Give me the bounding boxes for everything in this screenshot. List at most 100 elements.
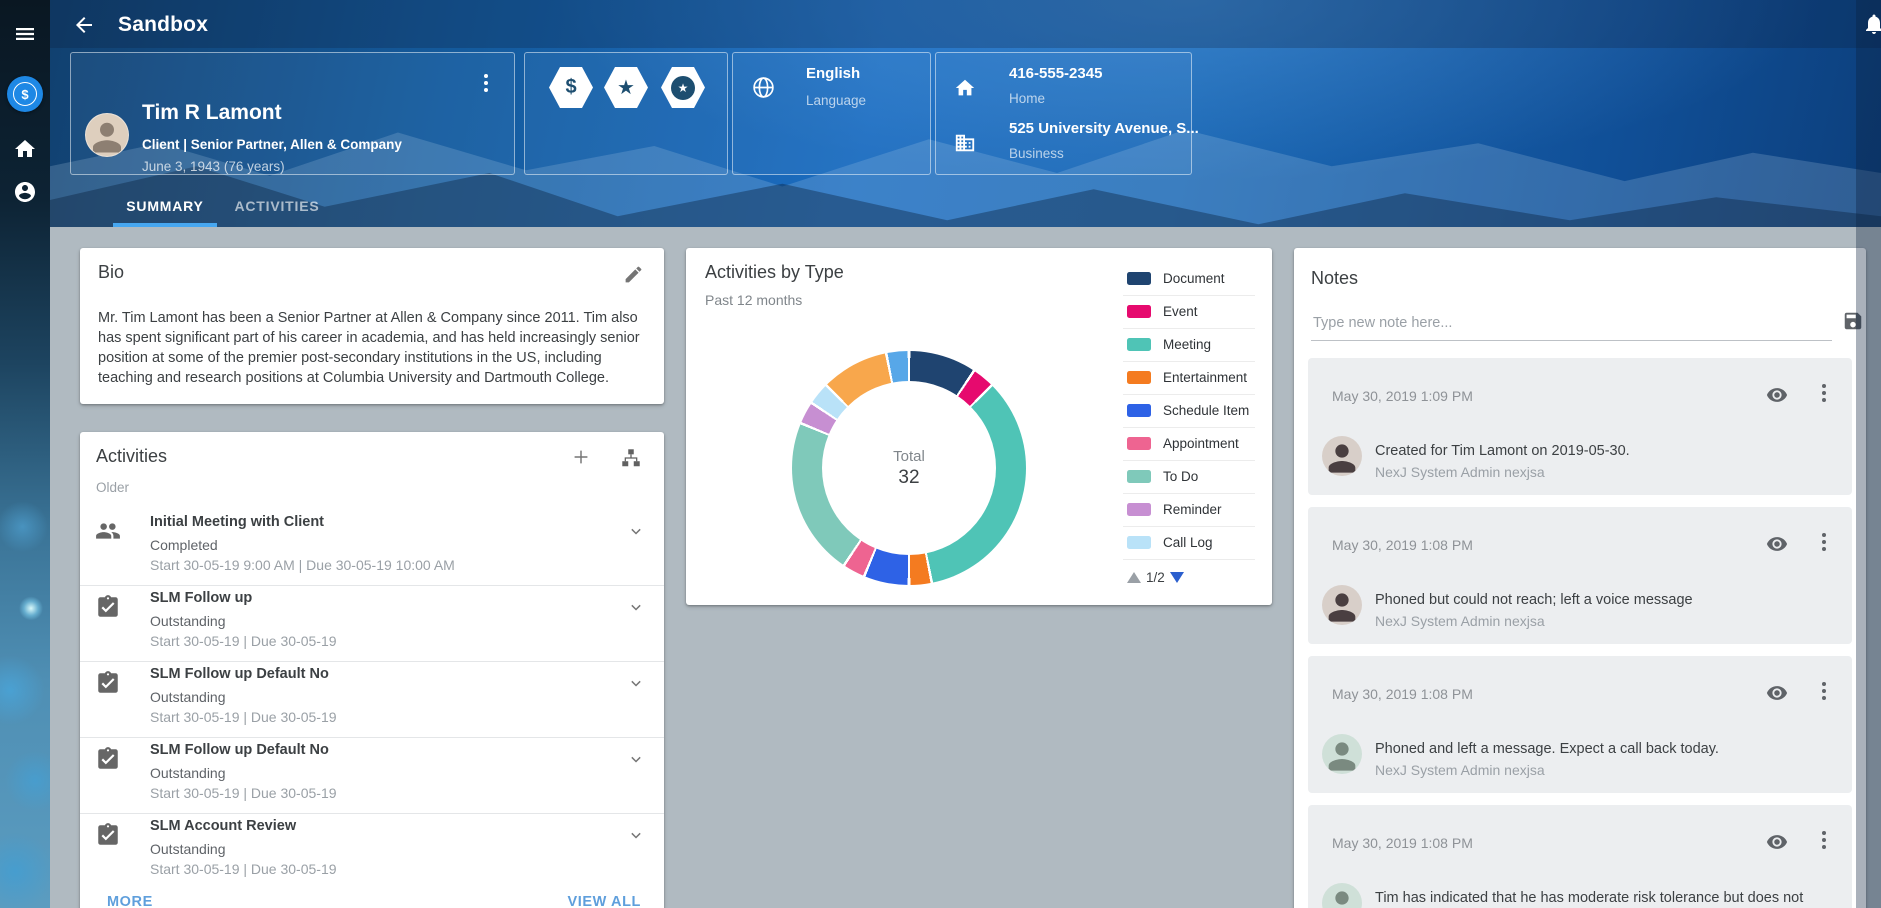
chevron-down-icon[interactable]	[626, 673, 646, 693]
legend-swatch	[1127, 503, 1151, 516]
profile-menu-icon[interactable]	[484, 74, 488, 92]
note-text-block: Tim has indicated that he has moderate r…	[1375, 889, 1830, 908]
tab-activities[interactable]: ACTIVITIES	[232, 198, 322, 223]
scrollbar[interactable]	[1856, 0, 1881, 908]
sidebar-item-profile[interactable]	[13, 180, 37, 204]
note-menu-icon[interactable]	[1822, 384, 1826, 402]
more-button[interactable]: MORE	[107, 894, 153, 908]
note-author: NexJ System Admin nexjsa	[1375, 463, 1830, 482]
profile-banner: Sandbox Tim R Lamont Client | Senior Par…	[50, 0, 1881, 227]
legend-label: Entertainment	[1163, 370, 1247, 385]
add-activity-icon[interactable]	[570, 446, 592, 473]
notifications-bell-icon[interactable]	[1862, 12, 1881, 36]
legend-item: Appointment	[1123, 428, 1255, 461]
activity-dates: Start 30-05-19 | Due 30-05-19	[150, 633, 337, 649]
contact-info-tile[interactable]: 416-555-2345 Home 525 University Avenue,…	[935, 52, 1192, 175]
legend-item: To Do	[1123, 461, 1255, 494]
chevron-down-icon[interactable]	[626, 825, 646, 845]
donut-total-label: Total	[893, 448, 925, 465]
legend-label: Document	[1163, 271, 1225, 286]
activity-status: Outstanding	[150, 689, 226, 705]
activity-title: SLM Follow up	[150, 590, 252, 606]
activity-row[interactable]: SLM Account ReviewOutstandingStart 30-05…	[80, 813, 664, 889]
activities-card: Activities Older Initial Meeting with Cl…	[80, 432, 664, 908]
task-check-icon	[95, 594, 121, 620]
legend-swatch	[1127, 272, 1151, 285]
language-label: Language	[806, 93, 866, 108]
view-all-button[interactable]: VIEW ALL	[567, 894, 641, 908]
back-arrow-icon[interactable]	[72, 13, 96, 37]
note-text: Created for Tim Lamont on 2019-05-30.	[1375, 442, 1830, 461]
activity-row[interactable]: SLM Follow up Outstanding Start 30-05-19 |…	[80, 585, 664, 662]
language-tile[interactable]: English Language	[732, 52, 931, 175]
activity-title: Initial Meeting with Client	[150, 514, 324, 530]
dollar-badge-icon[interactable]: $	[549, 67, 593, 108]
app-screen: Sandbox Tim R Lamont Client | Senior Par…	[0, 0, 1881, 908]
note-author: NexJ System Admin nexjsa	[1375, 761, 1830, 780]
legend-item: Note	[1123, 560, 1255, 565]
sidebar-item-finance[interactable]: $	[7, 76, 43, 112]
legend-page-indicator: 1/2	[1146, 570, 1165, 585]
legend-page-down-icon[interactable]	[1170, 572, 1184, 583]
legend-label: Appointment	[1163, 436, 1239, 451]
activity-status: Outstanding	[150, 613, 226, 629]
activity-status: Completed	[150, 537, 218, 553]
tab-summary[interactable]: SUMMARY	[113, 198, 217, 223]
new-note-input[interactable]	[1311, 306, 1832, 341]
sidebar-item-home[interactable]	[13, 137, 37, 161]
note-menu-icon[interactable]	[1822, 533, 1826, 551]
eye-icon[interactable]	[1766, 682, 1788, 704]
chevron-down-icon[interactable]	[626, 521, 646, 541]
section-label: Older	[96, 480, 129, 495]
note-item: May 30, 2019 1:08 PMPhoned but could not…	[1308, 507, 1852, 644]
legend-item: Entertainment	[1123, 362, 1255, 395]
sidebar: $	[0, 0, 50, 908]
legend-swatch	[1127, 338, 1151, 351]
note-timestamp: May 30, 2019 1:08 PM	[1332, 537, 1473, 553]
legend-swatch	[1127, 371, 1151, 384]
edit-pencil-icon[interactable]	[623, 264, 644, 290]
activity-dates: Start 30-05-19 | Due 30-05-19	[150, 785, 337, 801]
note-menu-icon[interactable]	[1822, 682, 1826, 700]
phone-label: Home	[1009, 91, 1045, 106]
activity-row[interactable]: SLM Follow up Default NoOutstandingStart…	[80, 661, 664, 738]
note-author: NexJ System Admin nexjsa	[1375, 612, 1830, 631]
note-text: Phoned and left a message. Expect a call…	[1375, 740, 1830, 759]
menu-icon[interactable]	[13, 22, 37, 46]
avatar	[1322, 436, 1362, 476]
eye-icon[interactable]	[1766, 533, 1788, 555]
active-tab-indicator	[113, 223, 217, 227]
note-item: May 30, 2019 1:08 PMTim has indicated th…	[1308, 805, 1852, 908]
bio-card: Bio Mr. Tim Lamont has been a Senior Par…	[80, 248, 664, 404]
phone-value: 416-555-2345	[1009, 65, 1102, 82]
notes-card: Notes May 30, 2019 1:09 PMCreated for Ti…	[1294, 248, 1866, 908]
task-check-icon	[95, 822, 121, 848]
activity-dates: Start 30-05-19 | Due 30-05-19	[150, 861, 337, 877]
hierarchy-icon[interactable]	[620, 447, 642, 474]
note-text-block: Phoned and left a message. Expect a call…	[1375, 740, 1830, 780]
legend-swatch	[1127, 404, 1151, 417]
legend-item: Document	[1123, 263, 1255, 296]
legend-page-up-icon[interactable]	[1127, 572, 1141, 583]
activity-row[interactable]: Initial Meeting with Client Completed Star…	[80, 509, 664, 586]
avatar	[1322, 585, 1362, 625]
star-circle-badge-icon[interactable]: ★	[661, 67, 705, 108]
note-menu-icon[interactable]	[1822, 831, 1826, 849]
legend-item: Event	[1123, 296, 1255, 329]
star-badge-icon[interactable]: ★	[604, 67, 648, 108]
legend-label: Schedule Item	[1163, 403, 1249, 418]
activity-status: Outstanding	[150, 841, 226, 857]
profile-summary-tile[interactable]: Tim R Lamont Client | Senior Partner, Al…	[70, 52, 515, 175]
avatar	[1322, 734, 1362, 774]
activities-by-type-card: Activities by Type Past 12 months Total …	[686, 248, 1272, 605]
chart-subtitle: Past 12 months	[705, 292, 802, 308]
eye-icon[interactable]	[1766, 831, 1788, 853]
legend-item: Call Log	[1123, 527, 1255, 560]
task-check-icon	[95, 670, 121, 696]
chevron-down-icon[interactable]	[626, 749, 646, 769]
contact-name: Tim R Lamont	[142, 101, 282, 125]
activity-row[interactable]: SLM Follow up Default NoOutstandingStart…	[80, 737, 664, 814]
eye-icon[interactable]	[1766, 384, 1788, 406]
activity-dates: Start 30-05-19 9:00 AM | Due 30-05-19 10…	[150, 557, 455, 573]
chevron-down-icon[interactable]	[626, 597, 646, 617]
